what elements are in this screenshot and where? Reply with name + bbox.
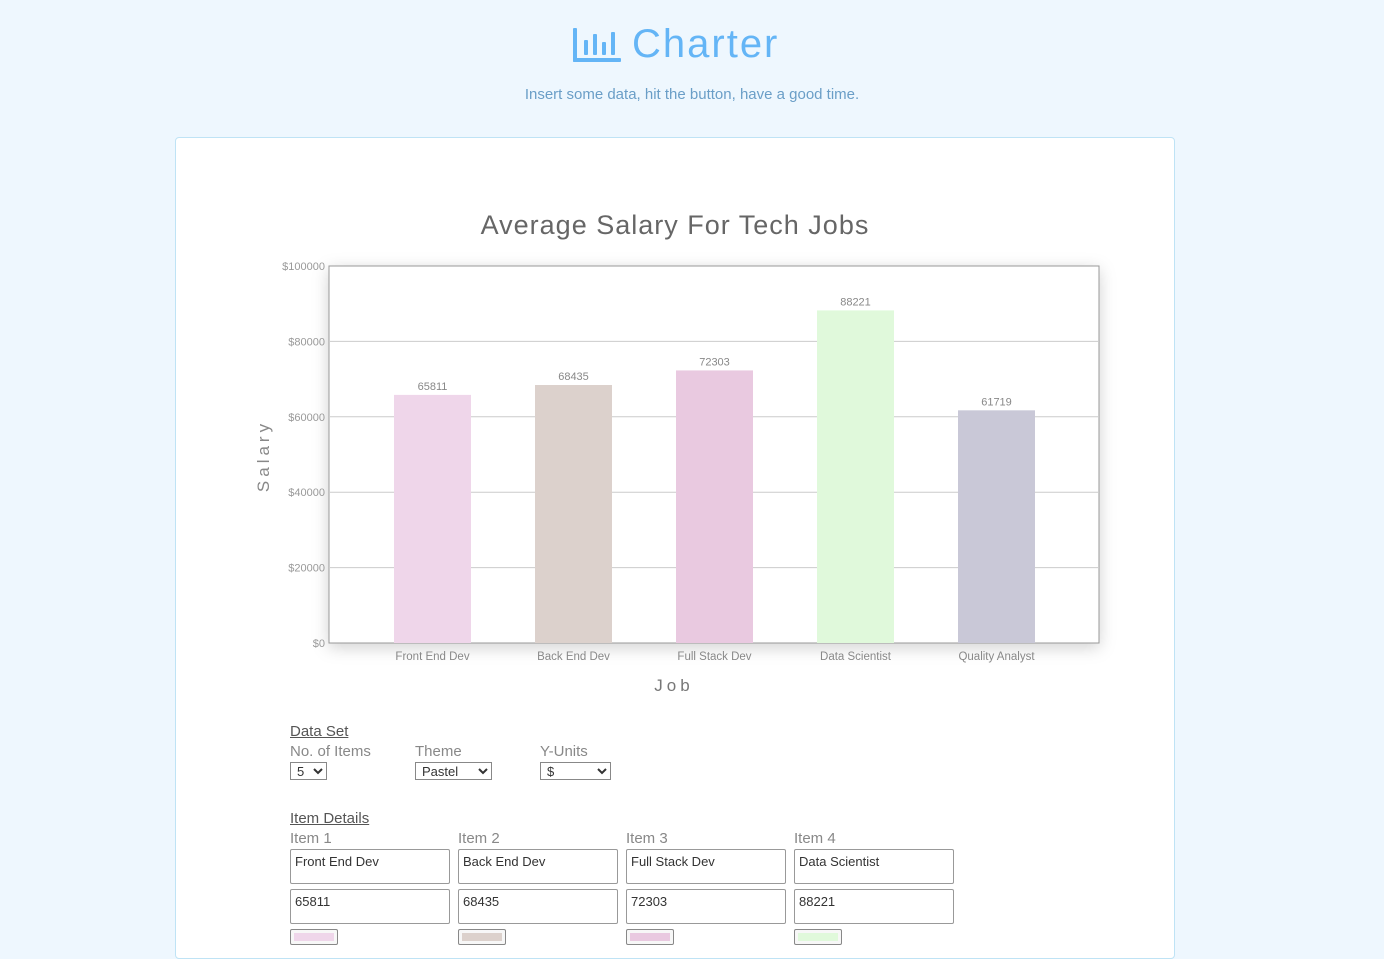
item-name-input[interactable]: Full Stack Dev bbox=[626, 849, 786, 884]
x-tick-label: Front End Dev bbox=[395, 651, 469, 663]
item-color-swatch bbox=[798, 933, 838, 941]
theme-select[interactable]: Pastel bbox=[415, 762, 492, 780]
item-color-swatch bbox=[462, 933, 502, 941]
dataset-row: No. of Items 5 Theme Pastel Y-Units $ bbox=[290, 742, 1090, 781]
item-label: Item 1 bbox=[290, 830, 332, 847]
bar bbox=[958, 410, 1035, 643]
logo: Charter bbox=[572, 22, 779, 66]
item-card: Item 4 Data Scientist 88221 bbox=[794, 829, 962, 945]
bar bbox=[817, 310, 894, 643]
item-color-picker[interactable] bbox=[626, 929, 674, 945]
item-value-input[interactable]: 68435 bbox=[458, 889, 618, 924]
item-card: Item 2 Back End Dev 68435 bbox=[458, 829, 626, 945]
chart-card: Average Salary For Tech Jobs 65811 68435 7… bbox=[175, 137, 1175, 959]
num-items-select[interactable]: 5 bbox=[290, 762, 327, 780]
bar-value-label: 65811 bbox=[418, 381, 448, 393]
chart-title: Average Salary For Tech Jobs bbox=[480, 210, 870, 240]
bar-chart-icon bbox=[573, 28, 621, 62]
app-subtitle: Insert some data, hit the button, have a… bbox=[524, 86, 860, 103]
bar-value-label: 68435 bbox=[558, 371, 589, 383]
bar-value-label: 72303 bbox=[699, 356, 730, 368]
y-tick-label: $80000 bbox=[288, 336, 325, 348]
yunits-label: Y-Units bbox=[540, 743, 588, 760]
x-tick-label: Data Scientist bbox=[820, 651, 892, 663]
y-tick-label: $40000 bbox=[288, 487, 325, 499]
x-tick-label: Back End Dev bbox=[537, 651, 610, 663]
item-color-picker[interactable] bbox=[458, 929, 506, 945]
num-items-field: No. of Items 5 bbox=[290, 742, 415, 781]
item-color-swatch bbox=[294, 933, 334, 941]
y-axis-title: Salary bbox=[254, 420, 273, 492]
item-value-input[interactable]: 88221 bbox=[794, 889, 954, 924]
y-tick-label: $60000 bbox=[288, 412, 325, 424]
item-color-swatch bbox=[630, 933, 670, 941]
y-tick-label: $20000 bbox=[288, 563, 325, 575]
num-items-label: No. of Items bbox=[290, 743, 371, 760]
item-label: Item 4 bbox=[794, 830, 836, 847]
dataset-title: Data Set bbox=[290, 723, 349, 740]
y-tick-label: $100000 bbox=[282, 261, 325, 273]
item-value-input[interactable]: 65811 bbox=[290, 889, 450, 924]
bar bbox=[394, 394, 471, 643]
x-axis-title: Job bbox=[654, 676, 693, 695]
bar-value-label: 88221 bbox=[840, 296, 871, 308]
bar-chart: 65811 68435 72303 88221 61719 $0 $20000 $40000… bbox=[254, 261, 1100, 695]
y-tick-label: $0 bbox=[313, 638, 325, 650]
item-card: Item 1 Front End Dev 65811 bbox=[290, 829, 458, 945]
bar bbox=[535, 385, 612, 643]
yunits-field: Y-Units $ bbox=[540, 742, 665, 781]
item-name-input[interactable]: Back End Dev bbox=[458, 849, 618, 884]
bar bbox=[676, 370, 753, 643]
item-color-picker[interactable] bbox=[290, 929, 338, 945]
x-tick-label: Full Stack Dev bbox=[677, 651, 751, 663]
item-value-input[interactable]: 72303 bbox=[626, 889, 786, 924]
item-details-list: Item 1 Front End Dev 65811 Item 2 Back E… bbox=[290, 829, 1090, 945]
item-details-title: Item Details bbox=[290, 810, 370, 827]
chart-form: Data Set No. of Items 5 Theme Pastel Y-U… bbox=[290, 722, 1090, 945]
theme-label: Theme bbox=[415, 743, 462, 760]
item-name-input[interactable]: Front End Dev bbox=[290, 849, 450, 884]
bar-value-label: 61719 bbox=[981, 396, 1012, 408]
x-tick-label: Quality Analyst bbox=[958, 651, 1035, 663]
item-label: Item 3 bbox=[626, 830, 668, 847]
yunits-select[interactable]: $ bbox=[540, 762, 611, 780]
item-name-input[interactable]: Data Scientist bbox=[794, 849, 954, 884]
app-title: Charter bbox=[632, 22, 780, 66]
item-color-picker[interactable] bbox=[794, 929, 842, 945]
theme-field: Theme Pastel bbox=[415, 742, 540, 781]
item-label: Item 2 bbox=[458, 830, 500, 847]
item-card: Item 3 Full Stack Dev 72303 bbox=[626, 829, 794, 945]
